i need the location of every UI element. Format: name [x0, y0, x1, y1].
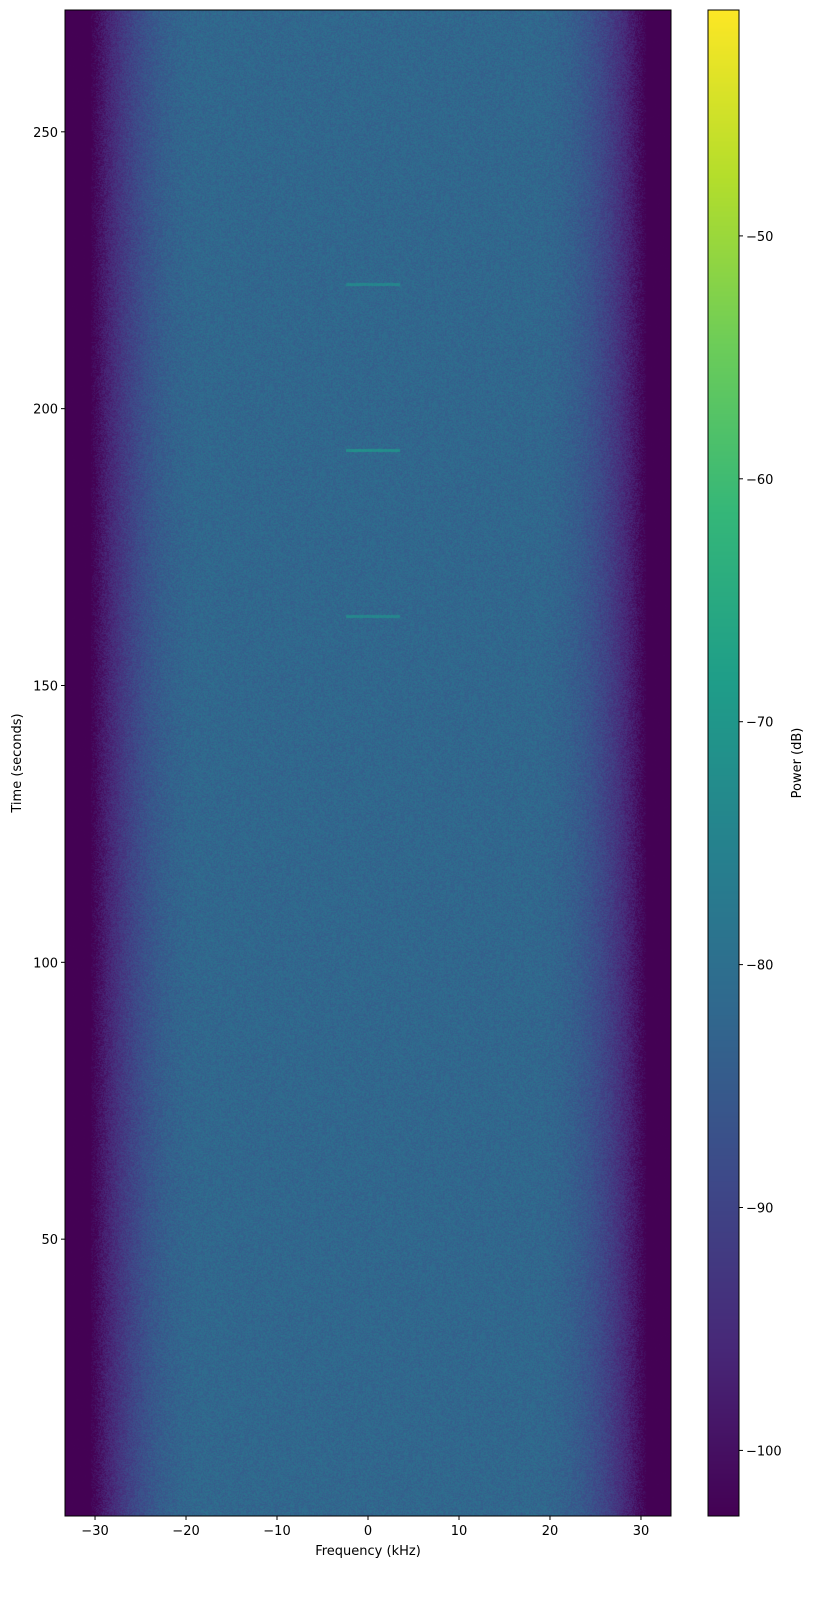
colorbar-tick-label: −90 — [746, 1202, 773, 1217]
x-tick-label: 10 — [451, 1524, 468, 1539]
x-tick-label: −10 — [263, 1524, 290, 1539]
y-axis-label: Time (seconds) — [10, 713, 25, 813]
colorbar — [708, 10, 739, 1516]
plot-frame — [64, 9, 672, 1517]
x-tick-label: 0 — [364, 1524, 372, 1539]
colorbar-tick-label: −70 — [746, 716, 773, 731]
colorbar-frame — [707, 9, 740, 1517]
colorbar-tick-label: −60 — [746, 473, 773, 488]
x-tick-label: 30 — [633, 1524, 650, 1539]
x-tick-label: 20 — [542, 1524, 559, 1539]
x-tick-label: −20 — [172, 1524, 199, 1539]
y-tick-label: 100 — [33, 956, 58, 971]
x-axis-label: Frequency (kHz) — [315, 1544, 421, 1559]
colorbar-tick-label: −80 — [746, 959, 773, 974]
spectrogram-heatmap — [65, 10, 671, 1516]
colorbar-tick-label: −50 — [746, 230, 773, 245]
y-tick-label: 50 — [41, 1233, 58, 1248]
y-tick-label: 150 — [33, 679, 58, 694]
colorbar-label: Power (dB) — [790, 728, 805, 799]
x-tick-label: −30 — [81, 1524, 108, 1539]
y-tick-label: 200 — [33, 403, 58, 418]
y-tick-label: 250 — [33, 126, 58, 141]
colorbar-tick-label: −100 — [746, 1444, 782, 1459]
